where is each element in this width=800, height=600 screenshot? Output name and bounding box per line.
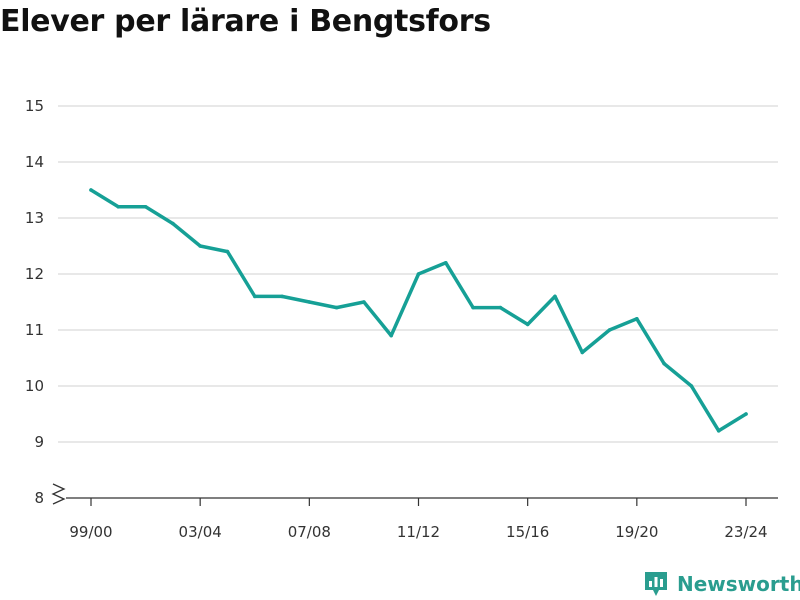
data-point: [143, 205, 148, 209]
series-line: [89, 188, 748, 433]
x-axis: 99/00 03/04 07/08 11/12 15/16 19/20 23/24: [66, 497, 778, 541]
data-point: [689, 384, 694, 388]
data-point: [716, 429, 721, 433]
x-tick-label: 99/00: [69, 523, 112, 541]
y-tick-label: 11: [25, 321, 44, 339]
data-point: [525, 322, 530, 327]
y-tick-label: 12: [25, 265, 44, 283]
y-tick-label: 13: [25, 209, 44, 227]
x-tick-label: 23/24: [724, 523, 767, 541]
data-point: [171, 221, 175, 226]
data-point: [280, 294, 284, 299]
data-point: [362, 300, 366, 304]
newsworthy-logo-icon: [645, 572, 667, 596]
y-tick-label: 15: [25, 97, 44, 115]
x-tick-label: 03/04: [179, 523, 222, 541]
data-point: [607, 328, 612, 332]
y-axis-ticks: 8 9 10 11 12 13 14 15: [25, 97, 44, 507]
data-point: [89, 188, 93, 192]
brand-logo: Newsworthy: [643, 569, 800, 599]
x-tick-label: 07/08: [288, 523, 331, 541]
data-point: [662, 361, 666, 366]
grid-lines: [58, 105, 778, 443]
data-point: [252, 294, 257, 299]
data-point: [580, 350, 585, 355]
chart-title: Elever per lärare i Bengtsfors: [0, 4, 491, 39]
x-tick-label: 19/20: [615, 523, 658, 541]
data-point: [225, 249, 230, 254]
y-tick-label: 14: [25, 153, 44, 171]
data-point: [471, 305, 475, 310]
data-point: [553, 294, 557, 299]
data-point: [443, 261, 448, 265]
data-point: [198, 244, 202, 248]
data-point: [635, 317, 639, 321]
data-point: [334, 305, 339, 310]
x-tick-label: 11/12: [397, 523, 440, 541]
x-tick-label: 15/16: [506, 523, 549, 541]
data-point: [744, 412, 748, 416]
axis-break-icon: [51, 483, 66, 505]
y-tick-label: 10: [25, 377, 44, 395]
y-tick-label: 8: [34, 489, 44, 507]
brand-name: Newsworthy: [677, 572, 800, 596]
data-point: [498, 305, 503, 310]
series-layer: [89, 188, 748, 433]
y-tick-label: 9: [34, 433, 44, 451]
data-point: [116, 205, 121, 209]
data-point: [307, 300, 312, 304]
data-point: [389, 333, 394, 338]
axis-break-zigzag: [51, 483, 66, 505]
data-point: [416, 272, 421, 276]
